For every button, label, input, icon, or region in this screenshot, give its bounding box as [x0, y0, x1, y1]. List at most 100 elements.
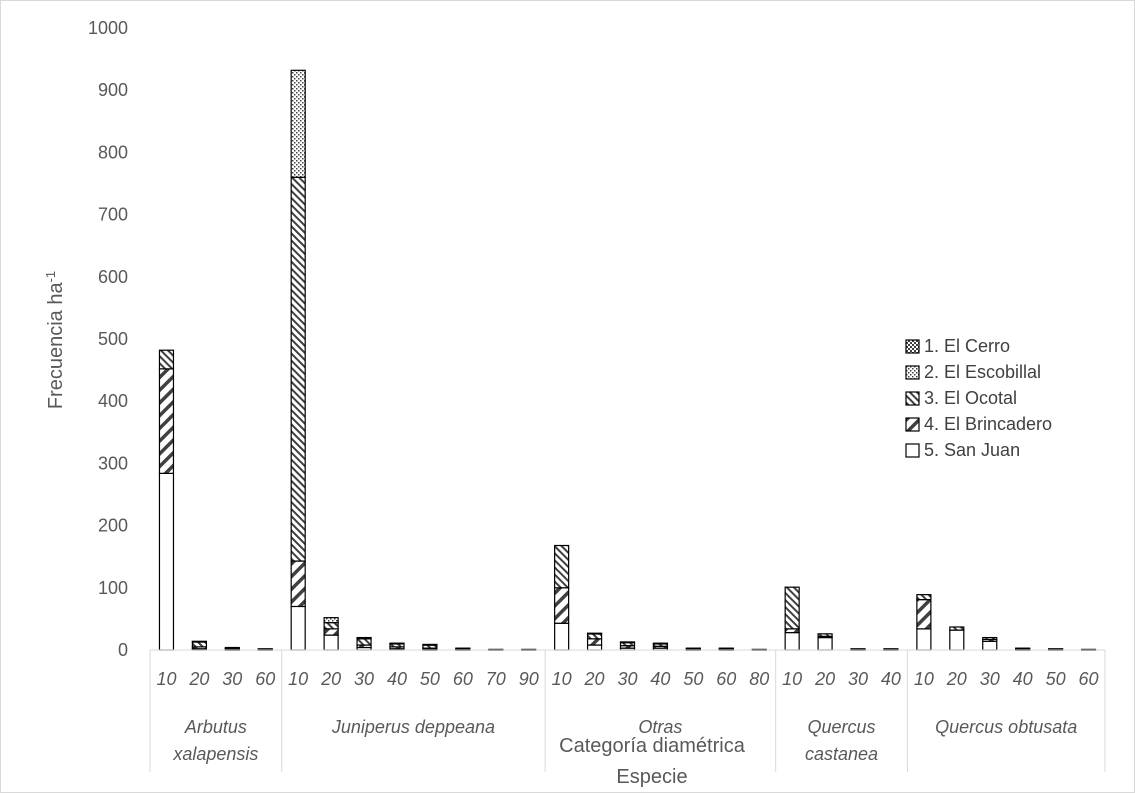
x-category-label: 70 — [486, 669, 506, 689]
group-label: xalapensis — [172, 744, 258, 764]
bar-segment — [455, 647, 471, 650]
bar-segment — [389, 642, 405, 645]
x-category-label: 80 — [749, 669, 769, 689]
x-category-label: 30 — [222, 669, 242, 689]
bar-segment — [916, 628, 932, 651]
legend-swatch — [905, 339, 920, 354]
x-category-label: 50 — [1046, 669, 1066, 689]
bar-segment — [619, 641, 636, 644]
bar-segment — [323, 628, 339, 636]
x-category-label: 10 — [288, 669, 308, 689]
y-tick-label: 900 — [98, 80, 128, 100]
bar-segment — [817, 636, 833, 651]
x-axis: 10 20 30 60 10 20 30 40 50 60 70 90 10 20 30 40 50 60 80 10… — [149, 649, 1106, 772]
legend: 1. El Cerro 2. El Escobillal 3. El Ocotal 4… — [905, 336, 1052, 460]
x-category-label: 40 — [650, 669, 670, 689]
bar-segment — [323, 634, 339, 651]
y-tick-label: 100 — [98, 578, 128, 598]
bar-segment — [158, 472, 175, 651]
y-tick-label: 300 — [98, 453, 128, 473]
x-category-label: 60 — [716, 669, 736, 689]
y-tick-label: 400 — [98, 391, 128, 411]
bar-segment — [290, 69, 306, 178]
bar-segment — [883, 648, 899, 651]
x-category-label: 30 — [354, 669, 374, 689]
bar-segment — [224, 646, 240, 650]
x-category-label: 20 — [946, 669, 967, 689]
y-axis-title: Frecuencia ha-1 — [43, 271, 68, 409]
x-category-label: 50 — [420, 669, 440, 689]
legend-label: 2. El Escobillal — [924, 362, 1041, 382]
group-label: Otras — [638, 717, 682, 737]
y-tick-label: 700 — [98, 205, 128, 225]
bar-segment — [586, 632, 603, 635]
bar-segment — [290, 605, 306, 651]
bar-segment — [554, 622, 570, 651]
y-tick-label: 1000 — [88, 18, 128, 38]
x-category-label: 60 — [255, 669, 275, 689]
legend-label: 5. San Juan — [924, 440, 1020, 460]
bar-segment — [1048, 648, 1064, 651]
x-category-label: 90 — [519, 669, 539, 689]
bar-segment — [817, 633, 833, 637]
bar-segment — [652, 642, 669, 645]
x-category-label: 50 — [683, 669, 703, 689]
bar-segment — [158, 368, 175, 474]
bar-segment — [586, 638, 603, 646]
bar-segment — [586, 644, 603, 651]
bar-segment — [323, 622, 339, 630]
x-category-label: 30 — [617, 669, 637, 689]
y-axis: 0 100 200 300 400 500 600 700 800 900 1000 — [88, 18, 128, 660]
y-tick-label: 500 — [98, 329, 128, 349]
x-category-label: 10 — [552, 669, 572, 689]
y-tick-label: 0 — [118, 640, 128, 660]
bar-segment — [718, 647, 734, 650]
group-label: castanea — [805, 744, 878, 764]
bar-segment — [356, 636, 372, 640]
x-category-label: 60 — [453, 669, 473, 689]
x-category-label: 30 — [980, 669, 1000, 689]
bar-segment — [356, 638, 372, 646]
y-tick-label: 600 — [98, 267, 128, 287]
bar-segment — [685, 647, 701, 650]
bar-segment — [949, 626, 965, 631]
x-category-label: 30 — [848, 669, 868, 689]
bar-segment — [290, 176, 306, 562]
legend-label: 3. El Ocotal — [924, 388, 1017, 408]
bar-segment — [916, 599, 932, 630]
legend-swatch — [905, 417, 920, 432]
legend-label: 1. El Cerro — [924, 336, 1010, 356]
group-label: Quercus — [808, 717, 876, 737]
bar-segment — [982, 636, 998, 641]
x-category-label: 10 — [914, 669, 934, 689]
bar-segment — [1015, 647, 1031, 650]
group-label: Juniperus deppeana — [331, 717, 495, 737]
x-category-label: 60 — [1079, 669, 1099, 689]
bar-segment — [554, 544, 570, 589]
y-tick-label: 200 — [98, 516, 128, 536]
bar-segment — [784, 631, 800, 651]
bar-segment — [850, 648, 866, 651]
x-category-label: 40 — [1013, 669, 1033, 689]
legend-label: 4. El Brincadero — [924, 414, 1052, 434]
x-category-label: 20 — [188, 669, 209, 689]
bar-segment — [257, 648, 273, 651]
bar-segment — [191, 640, 207, 643]
x-category-label: 40 — [387, 669, 407, 689]
x-category-label: 20 — [584, 669, 605, 689]
bar-segment — [982, 640, 998, 651]
bar-segment — [916, 594, 932, 601]
x-axis-title-outer: Especie — [616, 766, 687, 788]
bar-segment — [949, 629, 965, 651]
x-category-label: 20 — [320, 669, 341, 689]
bar-segment — [158, 349, 175, 370]
bar-segment — [290, 560, 306, 608]
legend-swatch — [905, 391, 920, 406]
bar-segment — [323, 617, 339, 624]
bar-segment — [554, 587, 570, 624]
legend-swatch — [905, 443, 920, 458]
bar-segment — [784, 586, 800, 630]
